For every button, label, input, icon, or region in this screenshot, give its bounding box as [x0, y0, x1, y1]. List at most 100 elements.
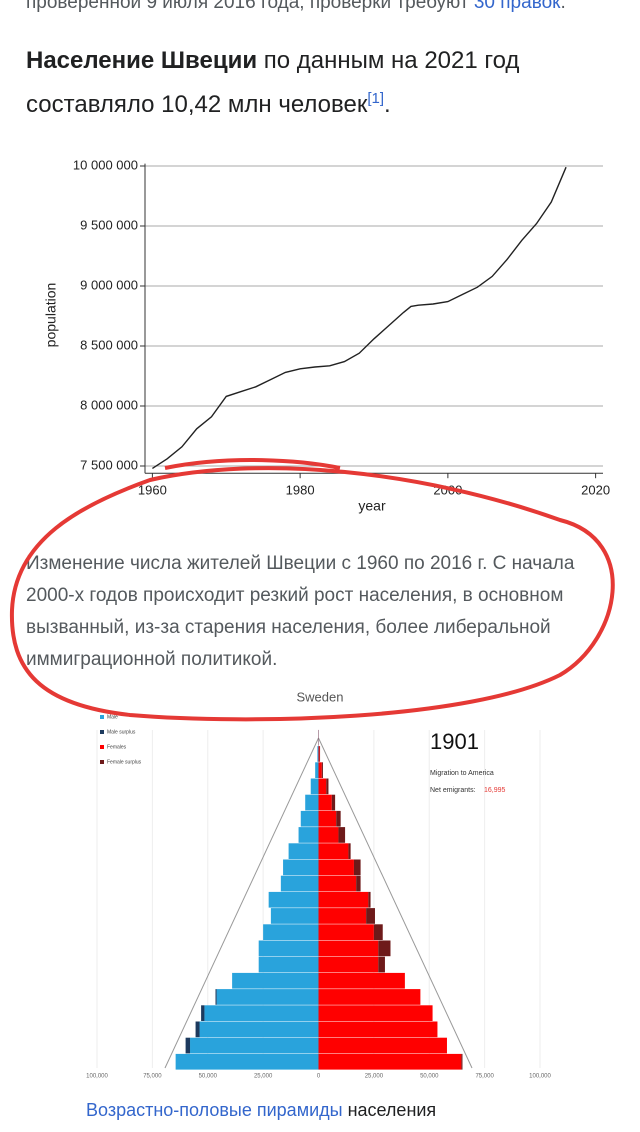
pyramid-bar: [315, 762, 319, 778]
notice-end: .: [560, 0, 566, 13]
legend-label: Male surplus: [107, 729, 136, 735]
pyramid-bar: [195, 1021, 200, 1038]
pyramid-bar: [270, 908, 319, 924]
pyramid-bar: [318, 989, 421, 1005]
y-tick-label: 8 000 000: [80, 397, 138, 412]
pyramid-title: Sweden: [297, 689, 344, 704]
pyramid-bar: [356, 875, 361, 892]
caption: Изменение числа жителей Швеции с 1960 по…: [26, 553, 575, 670]
annotation: Migration to America: [430, 770, 494, 777]
pyramid-bar: [378, 940, 391, 957]
population-line: [152, 166, 567, 469]
pyramid-bar: [318, 859, 354, 876]
pyramid-bar: [215, 989, 217, 1005]
pyramid-bar: [232, 972, 319, 989]
x-tick-label: 50,000: [199, 1074, 218, 1080]
pyramid-bar: [258, 956, 319, 973]
pyramid-bar: [268, 891, 319, 908]
pyramid-year: 1901: [430, 729, 479, 754]
pyramid-bar: [318, 1005, 433, 1021]
pyramid-bar: [318, 1037, 447, 1054]
pyramid-bar: [366, 908, 375, 924]
pyramid-bar: [305, 794, 319, 811]
pyramid-bar: [331, 794, 336, 811]
x-tick-label: 25,000: [365, 1074, 384, 1080]
annotation: Net emigrants:: [430, 787, 476, 794]
y-tick-label: 8 500 000: [80, 337, 138, 352]
pyramid-bar: [336, 810, 341, 827]
pyramid-link[interactable]: Возрастно-половые пирамиды: [86, 1100, 343, 1120]
intro-bold: Население Швеции: [26, 47, 258, 74]
pyramid-bar: [318, 972, 405, 989]
pyramid-bar: [348, 843, 351, 859]
pyramid-bar: [318, 891, 369, 908]
pyramid-bar: [338, 827, 346, 843]
x-axis-label: year: [358, 498, 386, 514]
x-tick-label: 50,000: [420, 1074, 439, 1080]
pyramid-bar: [318, 827, 339, 843]
pyramid-bar: [373, 924, 383, 940]
y-axis-label: population: [43, 283, 59, 348]
legend-swatch: [100, 715, 104, 719]
legend-swatch: [100, 730, 104, 734]
footer: Возрастно-половые пирамиды населения: [86, 1100, 436, 1121]
pyramid-bar: [326, 778, 329, 795]
x-tick-label: 1980: [286, 483, 315, 498]
y-tick-label: 9 000 000: [80, 277, 138, 292]
x-tick-label: 100,000: [86, 1074, 108, 1080]
pyramid-bar: [368, 891, 371, 908]
pyramid-bar: [298, 827, 319, 843]
pyramid-bar: [318, 875, 357, 892]
pyramid-bar: [283, 859, 319, 876]
pyramid-bar: [216, 989, 319, 1005]
pyramid-bar: [280, 875, 319, 892]
pyramid-bar: [317, 746, 319, 762]
pyramid-bar: [318, 746, 320, 762]
footer-text: населения: [342, 1100, 437, 1120]
pyramid-bar: [378, 956, 385, 973]
pyramid-bar: [318, 810, 337, 827]
pyramid-bar: [263, 924, 319, 940]
pyramid-bar: [318, 794, 332, 811]
pyramid-bar: [175, 1053, 319, 1070]
pyramid-bar: [353, 859, 361, 876]
legend-label: Females: [107, 744, 127, 750]
outline: [318, 737, 473, 1069]
pyramid-bar: [318, 956, 379, 973]
pyramid-bar: [318, 908, 367, 924]
intro-text: по данным на 2021 год составляло 10,42 м…: [26, 47, 520, 118]
pyramid-bar: [318, 778, 327, 795]
x-tick-label: 2020: [581, 483, 610, 498]
pyramid-bar: [318, 924, 374, 940]
pyramid-bar: [201, 1005, 205, 1021]
pyramid-bar: [318, 843, 349, 859]
edits-link[interactable]: 30 правок: [473, 0, 561, 13]
pyramid-bar: [288, 843, 319, 859]
pyramid-bar: [185, 1037, 191, 1054]
pyramid-bar: [300, 810, 319, 827]
x-tick-label: 75,000: [475, 1074, 494, 1080]
x-tick-label: 0: [317, 1074, 321, 1080]
pyramid-bar: [310, 778, 319, 795]
x-tick-label: 2000: [433, 483, 462, 498]
legend-swatch: [100, 760, 104, 764]
outline: [164, 737, 319, 1069]
pyramid-bar: [461, 1053, 463, 1070]
legend-swatch: [100, 745, 104, 749]
reference-link[interactable]: [1]: [367, 90, 385, 107]
notice: проверенной 9 июля 2016 года; проверки т…: [26, 0, 566, 14]
x-tick-label: 25,000: [254, 1074, 273, 1080]
notice-text: проверенной 9 июля 2016 года; проверки т…: [26, 0, 474, 13]
pyramid-bar: [318, 940, 379, 957]
pyramid-bar: [199, 1021, 319, 1038]
pyramid-bar: [258, 940, 319, 957]
x-tick-label: 75,000: [143, 1074, 162, 1080]
pyramid-bar: [190, 1037, 319, 1054]
y-tick-label: 9 500 000: [80, 217, 138, 232]
net-emigrants: 16,995: [484, 787, 506, 794]
pyramid-bar: [321, 762, 323, 778]
legend-label: Female surplus: [107, 759, 142, 765]
intro-end: .: [384, 91, 391, 118]
